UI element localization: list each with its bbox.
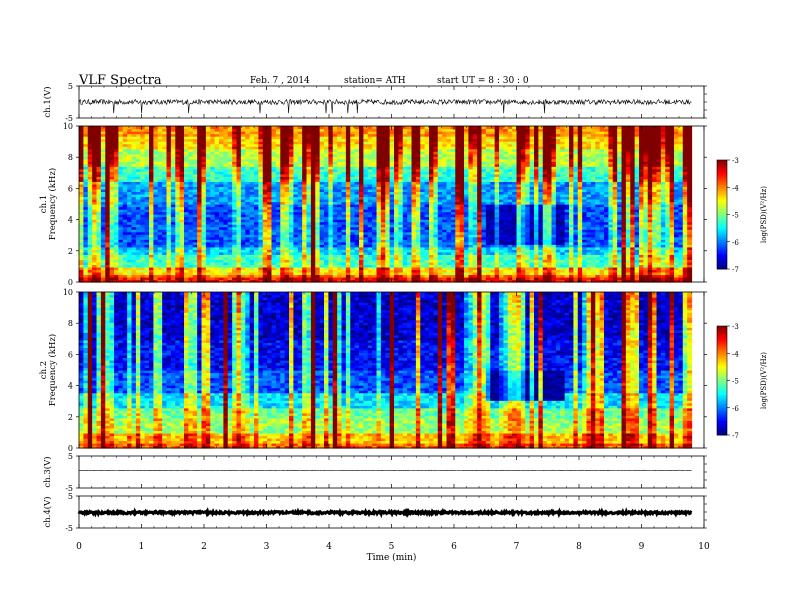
ch2-spectrogram-ylabel: Frequency (kHz): [47, 334, 58, 406]
x-tick-label: 5: [389, 542, 395, 552]
y-tick-label: 5: [68, 492, 73, 501]
ch2-spectrogram-colorbar-label: log(PSD)(V²/Hz): [760, 352, 768, 409]
ch1-waveform-trace: [78, 98, 692, 114]
x-tick-label: 0: [76, 542, 82, 552]
ch4-waveform-ylabel: ch.4(V): [42, 496, 53, 527]
colorbar-tick-label: -6: [732, 405, 739, 413]
x-tick-label: 9: [639, 542, 645, 552]
start-time-label: start UT = 8 : 30 : 0: [437, 76, 529, 86]
x-tick-label: 8: [576, 542, 582, 552]
ch1-spectrogram-ylabel: ch.1: [39, 195, 49, 213]
y-tick-label: 5: [68, 82, 73, 91]
date-label: Feb. 7 , 2014: [250, 76, 310, 86]
colorbar-tick-label: -4: [732, 350, 739, 358]
station-label: station= ATH: [344, 76, 406, 86]
ch2-spectrogram-colorbar: [717, 326, 727, 436]
x-tick-label: 6: [451, 542, 457, 552]
chart-title: VLF Spectra: [79, 73, 162, 88]
ch3-waveform-ylabel: ch.3(V): [42, 456, 53, 487]
x-tick-label: 10: [698, 542, 710, 552]
ch1-spectrogram-colorbar: [717, 160, 727, 270]
y-tick-label: -5: [65, 484, 73, 493]
x-tick-label: 3: [264, 542, 270, 552]
y-tick-label: -5: [65, 524, 73, 533]
y-tick-label: 5: [68, 452, 73, 461]
ch1-spectrogram-colorbar-label: log(PSD)(V²/Hz): [760, 186, 768, 243]
colorbar-tick-label: -3: [732, 323, 739, 331]
y-tick-label: 8: [68, 153, 73, 162]
x-tick-label: 1: [139, 542, 145, 552]
colorbar-tick-label: -3: [732, 157, 739, 165]
x-axis-label: Time (min): [367, 552, 417, 563]
x-tick-label: 7: [514, 542, 520, 552]
y-tick-label: 10: [63, 288, 73, 297]
y-tick-label: -5: [65, 114, 73, 123]
x-tick-label: 4: [326, 542, 332, 552]
y-tick-label: 8: [68, 319, 73, 328]
x-tick-label: 2: [201, 542, 207, 552]
y-tick-label: 4: [68, 216, 73, 225]
colorbar-tick-label: -7: [732, 432, 739, 440]
y-tick-label: 0: [68, 278, 73, 287]
ch1-waveform-ylabel: ch.1(V): [42, 86, 53, 117]
colorbar-tick-label: -4: [732, 184, 739, 192]
ch2-spectrogram-image: [79, 292, 693, 449]
ch2-spectrogram-ylabel: ch.2: [39, 361, 49, 379]
y-tick-label: 6: [68, 184, 73, 193]
ch4-waveform-trace: [77, 506, 693, 519]
y-tick-label: 0: [68, 444, 73, 453]
y-tick-label: 10: [63, 122, 73, 131]
ch1-spectrogram-image: [79, 126, 693, 283]
y-tick-label: 6: [68, 350, 73, 359]
y-tick-label: 2: [68, 413, 73, 422]
y-tick-label: 4: [68, 382, 73, 391]
colorbar-tick-label: -5: [732, 212, 739, 220]
y-tick-label: 2: [68, 247, 73, 256]
colorbar-tick-label: -7: [732, 266, 739, 274]
colorbar-tick-label: -6: [732, 239, 739, 247]
colorbar-tick-label: -5: [732, 378, 739, 386]
ch1-spectrogram-ylabel: Frequency (kHz): [47, 168, 58, 240]
ch3-waveform-frame: [78, 455, 705, 489]
